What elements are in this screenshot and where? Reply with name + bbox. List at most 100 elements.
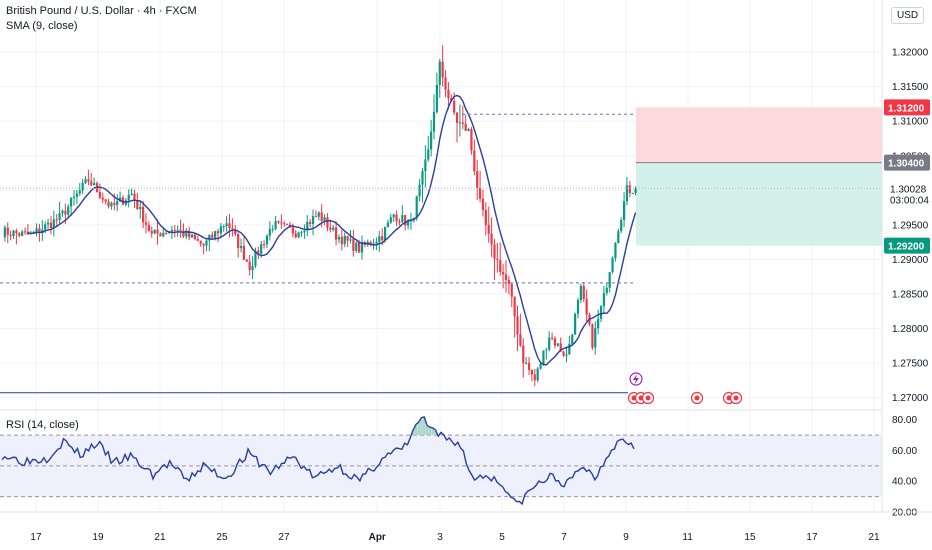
- time-axis-tick: 5: [499, 532, 505, 543]
- candle-body: [576, 300, 580, 314]
- candle-body: [23, 231, 27, 233]
- candle-body: [320, 212, 323, 221]
- candle-body: [260, 244, 263, 254]
- price-axis-tick: 1.29500: [892, 220, 929, 231]
- candle-body: [185, 230, 188, 237]
- candle-body: [81, 183, 84, 191]
- candle-body: [343, 235, 346, 245]
- candle-body: [527, 363, 531, 370]
- candle-body: [401, 215, 404, 223]
- candle-body: [611, 258, 614, 273]
- candle-body: [358, 242, 361, 253]
- time-axis-tick: 21: [154, 532, 166, 543]
- candle-body: [375, 241, 378, 244]
- candle-body: [254, 250, 257, 266]
- candle-body: [392, 214, 395, 218]
- candle-body: [170, 230, 174, 232]
- price-axis-tick: 1.32000: [892, 48, 929, 59]
- candle-body: [101, 197, 104, 200]
- candle-body: [87, 179, 90, 182]
- candle-body: [476, 171, 479, 189]
- candle-body: [389, 217, 392, 223]
- time-axis-tick: 27: [278, 532, 290, 543]
- time-axis-tick: 17: [806, 532, 818, 543]
- time-axis-tick: 15: [744, 532, 756, 543]
- candle-body: [470, 129, 473, 151]
- candle-body: [208, 234, 211, 241]
- candle-body: [214, 231, 217, 238]
- candle-body: [519, 334, 522, 346]
- candle-body: [231, 228, 234, 230]
- candle-body: [360, 242, 364, 253]
- stop-loss-zone: [636, 107, 882, 163]
- candle-body: [12, 230, 15, 237]
- candle-body: [303, 230, 306, 233]
- symbol-legend[interactable]: British Pound / U.S. Dollar · 4h · FXCM: [6, 5, 197, 17]
- candle-body: [525, 363, 528, 365]
- candle-body: [415, 196, 418, 218]
- candle-body: [418, 184, 421, 197]
- candle-body: [6, 227, 9, 235]
- candle-body: [147, 224, 150, 232]
- price-axis-tick: 1.28500: [892, 289, 929, 300]
- currency-selector[interactable]: USD: [891, 7, 925, 24]
- candle-body: [257, 250, 260, 254]
- candle-body: [228, 223, 231, 229]
- candle-body: [530, 369, 534, 375]
- candle-body: [355, 242, 358, 251]
- sma-legend[interactable]: SMA (9, close): [6, 20, 78, 32]
- sma-line: [27, 94, 637, 366]
- candle-body: [3, 227, 6, 238]
- candle-body: [52, 219, 55, 229]
- candle-body: [18, 233, 21, 236]
- candle-body: [597, 318, 600, 329]
- price-axis-tick: 1.27000: [892, 393, 929, 404]
- rsi-legend[interactable]: RSI (14, close): [6, 419, 79, 431]
- candle-body: [35, 228, 38, 233]
- price-axis-tick: 1.29000: [892, 255, 929, 266]
- candle-body: [568, 343, 571, 355]
- candle-body: [620, 219, 623, 232]
- candle-body: [139, 207, 142, 210]
- candle-body: [409, 220, 413, 222]
- candle-body: [118, 197, 122, 202]
- candle-body: [84, 179, 87, 184]
- candle-body: [548, 337, 551, 350]
- candle-body: [493, 244, 496, 259]
- time-axis-tick: 21: [868, 532, 880, 543]
- candle-body: [461, 122, 464, 124]
- candle-body: [188, 230, 191, 238]
- candle-body: [193, 234, 197, 239]
- candle-body: [622, 201, 626, 220]
- rsi-line: [1, 416, 635, 506]
- candle-body: [144, 222, 148, 225]
- candle-body: [216, 231, 220, 234]
- entry-price-tag-bg: [884, 154, 930, 171]
- candle-body: [136, 200, 139, 210]
- candle-body: [127, 195, 130, 201]
- candle-body: [300, 232, 303, 234]
- candle-body: [602, 293, 606, 307]
- time-axis-tick: 17: [30, 532, 42, 543]
- candle-body: [130, 193, 133, 196]
- candle-body: [628, 185, 631, 194]
- candle-body: [499, 260, 502, 273]
- candle-body: [156, 229, 159, 234]
- candle-body: [280, 222, 283, 224]
- candle-body: [291, 227, 294, 234]
- candle-body: [478, 188, 482, 199]
- candle-body: [133, 193, 136, 201]
- candle-body: [430, 131, 433, 150]
- candle-body: [309, 221, 312, 224]
- candle-body: [545, 349, 548, 351]
- candle-body: [481, 198, 485, 210]
- candle-body: [556, 343, 559, 346]
- candle-body: [251, 265, 254, 271]
- candle-body: [190, 234, 194, 238]
- candle-body: [202, 243, 205, 246]
- candle-body: [406, 221, 410, 226]
- candle-body: [634, 188, 637, 193]
- candle-body: [21, 231, 24, 236]
- candle-body: [614, 243, 617, 259]
